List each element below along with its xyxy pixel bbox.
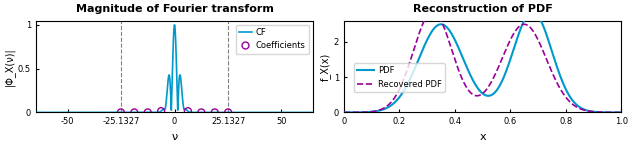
- Recovered PDF: [557, 88, 564, 90]
- PDF: [557, 76, 564, 78]
- Point: [116, 111, 126, 114]
- Point: [143, 111, 153, 114]
- Recovered PDF: [340, 112, 348, 113]
- Title: Magnitude of Fourier transform: Magnitude of Fourier transform: [76, 4, 274, 14]
- Recovered PDF: [453, 63, 460, 65]
- Recovered PDF: [531, 33, 538, 34]
- Point: [156, 110, 166, 112]
- X-axis label: x: x: [479, 132, 486, 142]
- Legend: CF, Coefficients: CF, Coefficients: [236, 25, 309, 53]
- PDF: [531, 11, 538, 13]
- Recovered PDF: [616, 112, 624, 113]
- X-axis label: ν: ν: [171, 132, 178, 142]
- PDF: [562, 88, 569, 89]
- PDF: [453, 42, 460, 43]
- Point: [129, 111, 139, 114]
- Point: [197, 111, 207, 114]
- Recovered PDF: [368, 111, 376, 113]
- Recovered PDF: [429, 11, 437, 13]
- Recovered PDF: [463, 86, 470, 88]
- PDF: [462, 65, 470, 66]
- Recovered PDF: [562, 96, 569, 98]
- Point: [210, 111, 220, 114]
- PDF: [617, 112, 625, 113]
- Recovered PDF: [617, 112, 625, 113]
- PDF: [528, 11, 536, 13]
- Y-axis label: f_X(x): f_X(x): [320, 52, 331, 81]
- Point: [183, 110, 193, 112]
- PDF: [340, 112, 348, 113]
- PDF: [368, 111, 376, 113]
- Point: [223, 111, 233, 114]
- Line: PDF: PDF: [344, 12, 621, 112]
- Legend: PDF, Recovered PDF: PDF, Recovered PDF: [354, 63, 445, 92]
- Line: Recovered PDF: Recovered PDF: [344, 12, 621, 112]
- Y-axis label: |Φ_X(ν)|: |Φ_X(ν)|: [4, 47, 15, 86]
- Title: Reconstruction of PDF: Reconstruction of PDF: [413, 4, 552, 14]
